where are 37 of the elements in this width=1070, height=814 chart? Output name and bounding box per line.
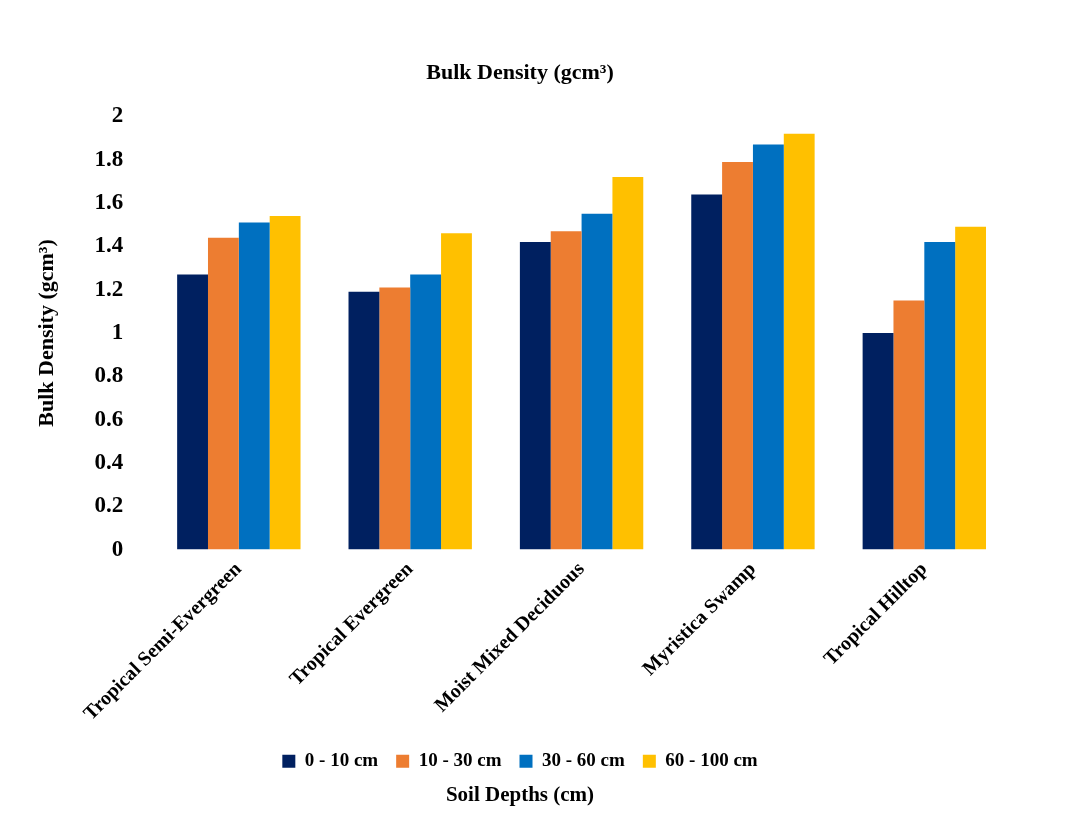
bar xyxy=(410,274,442,550)
bar xyxy=(177,274,208,550)
x-axis-title: Soil Depths (cm) xyxy=(445,781,595,806)
bar xyxy=(752,144,784,550)
bar xyxy=(348,291,380,550)
bar xyxy=(581,213,613,550)
bar xyxy=(691,194,723,550)
y-tick-label: 1.2 xyxy=(94,275,124,301)
y-tick-label: 1.4 xyxy=(94,232,124,258)
bar xyxy=(955,226,987,550)
y-tick-label: 0.2 xyxy=(94,492,124,518)
bar xyxy=(722,161,753,550)
bar xyxy=(550,231,582,550)
bar xyxy=(441,233,472,550)
y-axis-title: Bulk Density (gcm³) xyxy=(32,239,58,427)
bar xyxy=(238,222,270,550)
bar xyxy=(924,242,956,550)
y-tick-label: 1 xyxy=(111,318,124,344)
legend-label: 10 - 30 cm xyxy=(418,749,502,771)
bar xyxy=(519,242,551,550)
bar xyxy=(207,237,239,550)
bar xyxy=(893,300,925,550)
y-tick-label: 0.4 xyxy=(94,448,124,474)
y-tick-label: 1.6 xyxy=(94,188,124,214)
y-tick-label: 0.6 xyxy=(94,405,124,431)
bar xyxy=(379,287,411,550)
bar xyxy=(612,177,644,550)
y-tick-label: 0 xyxy=(111,535,124,561)
bar xyxy=(862,333,894,550)
chart-title: Bulk Density (gcm³) xyxy=(426,58,614,84)
legend-label: 60 - 100 cm xyxy=(665,749,758,771)
legend-label: 0 - 10 cm xyxy=(304,749,379,771)
y-tick-label: 2 xyxy=(111,102,124,128)
y-tick-label: 0.8 xyxy=(94,362,124,388)
legend-label: 30 - 60 cm xyxy=(542,749,626,771)
bar xyxy=(783,133,815,550)
y-tick-label: 1.8 xyxy=(94,145,124,171)
